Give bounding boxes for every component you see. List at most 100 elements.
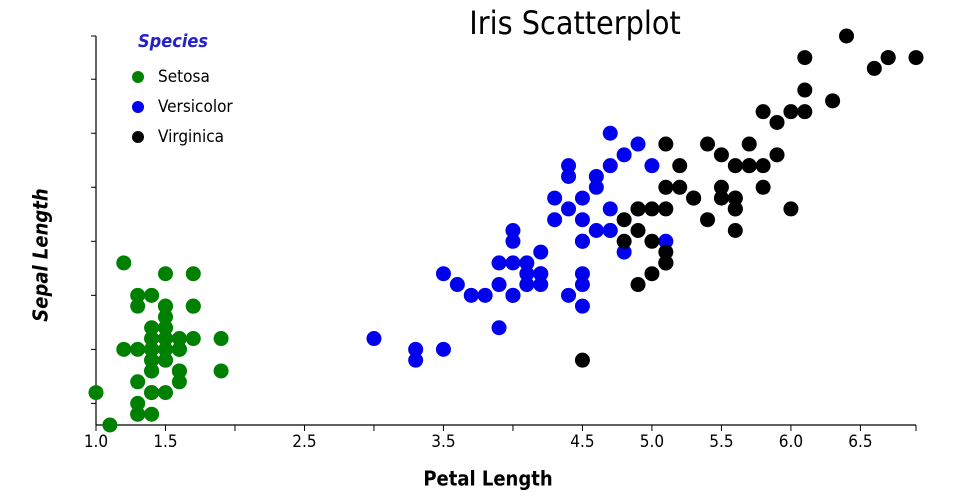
point: [157, 320, 173, 336]
point: [797, 50, 813, 66]
point: [144, 406, 160, 422]
point: [658, 233, 674, 249]
point: [561, 201, 577, 217]
point: [658, 244, 674, 260]
point: [505, 255, 521, 271]
point: [144, 287, 160, 303]
point: [519, 266, 535, 282]
point: [144, 320, 160, 336]
point: [533, 244, 549, 260]
point: [213, 331, 229, 347]
point: [574, 212, 590, 228]
point: [866, 60, 882, 76]
point: [157, 352, 173, 368]
point: [144, 341, 160, 357]
point: [741, 158, 757, 174]
point: [727, 158, 743, 174]
point: [574, 298, 590, 314]
point: [561, 168, 577, 184]
x-tick-label: 4.5: [570, 432, 594, 452]
point: [130, 298, 146, 314]
point: [602, 223, 618, 238]
point: [88, 385, 104, 401]
point: [185, 266, 201, 282]
x-tick-label: 5.0: [640, 432, 664, 452]
y-axis-label: Sepal Length: [29, 188, 53, 321]
point: [588, 223, 604, 238]
point: [908, 50, 924, 66]
point: [519, 277, 535, 293]
point: [658, 255, 674, 271]
point: [171, 363, 187, 379]
point: [727, 190, 743, 206]
x-tick-label: 5.5: [709, 432, 733, 452]
point: [727, 201, 743, 217]
point: [588, 168, 604, 184]
legend-marker: [132, 101, 144, 113]
point: [574, 352, 590, 368]
point: [519, 255, 535, 271]
point: [157, 341, 173, 357]
point: [533, 277, 549, 293]
point: [574, 266, 590, 282]
point: [435, 341, 451, 357]
point: [408, 341, 424, 357]
point: [644, 158, 660, 174]
point: [783, 104, 799, 120]
point: [658, 179, 674, 195]
point: [144, 363, 160, 379]
point: [658, 201, 674, 217]
point: [630, 223, 646, 238]
point: [547, 212, 563, 228]
point: [130, 395, 146, 411]
point: [102, 417, 118, 433]
point: [755, 104, 771, 120]
point: [157, 266, 173, 282]
point: [171, 341, 187, 357]
point: [116, 255, 132, 271]
legend-marker: [132, 71, 144, 83]
point: [116, 341, 132, 357]
point: [505, 223, 521, 238]
chart-title: Iris Scatterplot: [469, 4, 680, 42]
point: [449, 277, 465, 293]
legend-label: Virginica: [158, 127, 224, 147]
point: [602, 125, 618, 141]
point: [700, 136, 716, 152]
point: [755, 179, 771, 195]
point: [185, 298, 201, 314]
point: [491, 277, 507, 293]
point: [588, 179, 604, 195]
point: [130, 287, 146, 303]
point: [727, 223, 743, 238]
point: [491, 320, 507, 336]
point: [672, 158, 688, 174]
point: [630, 201, 646, 217]
point: [602, 158, 618, 174]
point: [491, 255, 507, 271]
point: [157, 385, 173, 401]
point: [616, 212, 632, 228]
point: [366, 331, 382, 347]
point: [686, 190, 702, 206]
x-tick-label: 6.5: [848, 432, 872, 452]
point: [713, 147, 729, 163]
point: [769, 147, 785, 163]
point: [700, 212, 716, 228]
point: [574, 233, 590, 249]
point: [825, 93, 841, 109]
point: [616, 147, 632, 163]
point: [171, 331, 187, 347]
point: [130, 406, 146, 422]
x-tick-label: 3.5: [431, 432, 455, 452]
point: [616, 244, 632, 260]
point: [477, 287, 493, 303]
point: [144, 352, 160, 368]
point: [630, 136, 646, 152]
point: [547, 190, 563, 206]
point: [797, 104, 813, 120]
legend-marker: [132, 131, 144, 143]
point: [408, 352, 424, 368]
point: [533, 266, 549, 282]
